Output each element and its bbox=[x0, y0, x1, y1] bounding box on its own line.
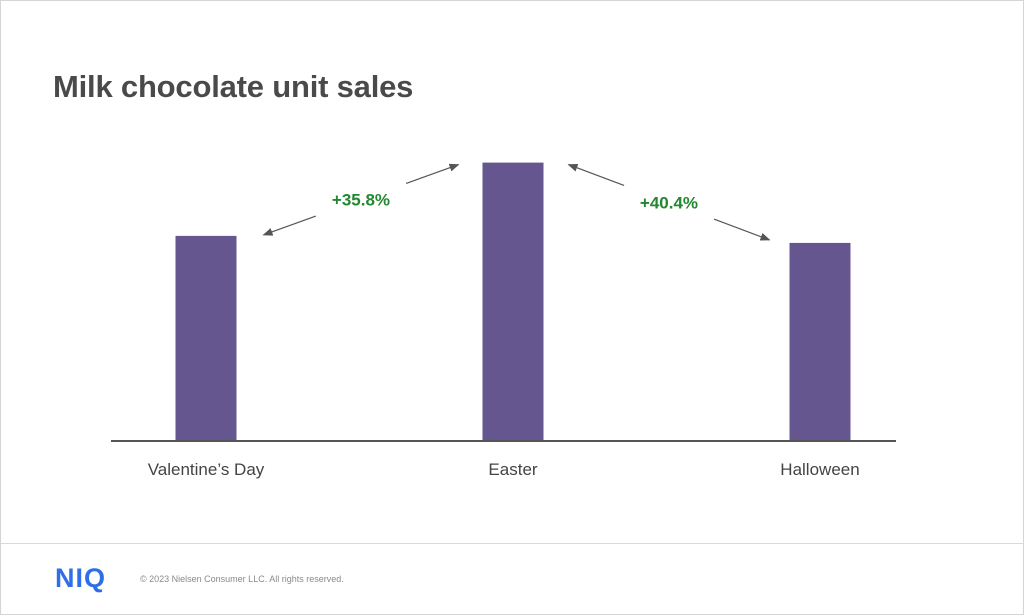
chart-title: Milk chocolate unit sales bbox=[53, 69, 414, 104]
category-label-0: Valentine’s Day bbox=[148, 460, 265, 479]
annotation-arrow-1-0 bbox=[567, 164, 625, 186]
annotation-label-0: +35.8% bbox=[332, 191, 390, 210]
niq-logo: NIQ bbox=[55, 563, 107, 593]
category-label-1: Easter bbox=[488, 460, 537, 479]
category-label-2: Halloween bbox=[780, 460, 859, 479]
bar-0 bbox=[175, 235, 237, 441]
annotation-arrow-0-0 bbox=[262, 215, 317, 236]
annotation-arrow-1-1 bbox=[713, 218, 771, 241]
annotation-label-1: +40.4% bbox=[640, 193, 698, 212]
annotation-arrow-0-1 bbox=[405, 163, 460, 185]
copyright-text: © 2023 Nielsen Consumer LLC. All rights … bbox=[140, 574, 344, 584]
bar-1 bbox=[482, 162, 544, 441]
bar-chart: +35.8% +40.4% Valentine’s Day Easter Hallow… bbox=[111, 162, 896, 479]
bar-2 bbox=[789, 242, 851, 441]
footer-divider bbox=[1, 543, 1024, 544]
